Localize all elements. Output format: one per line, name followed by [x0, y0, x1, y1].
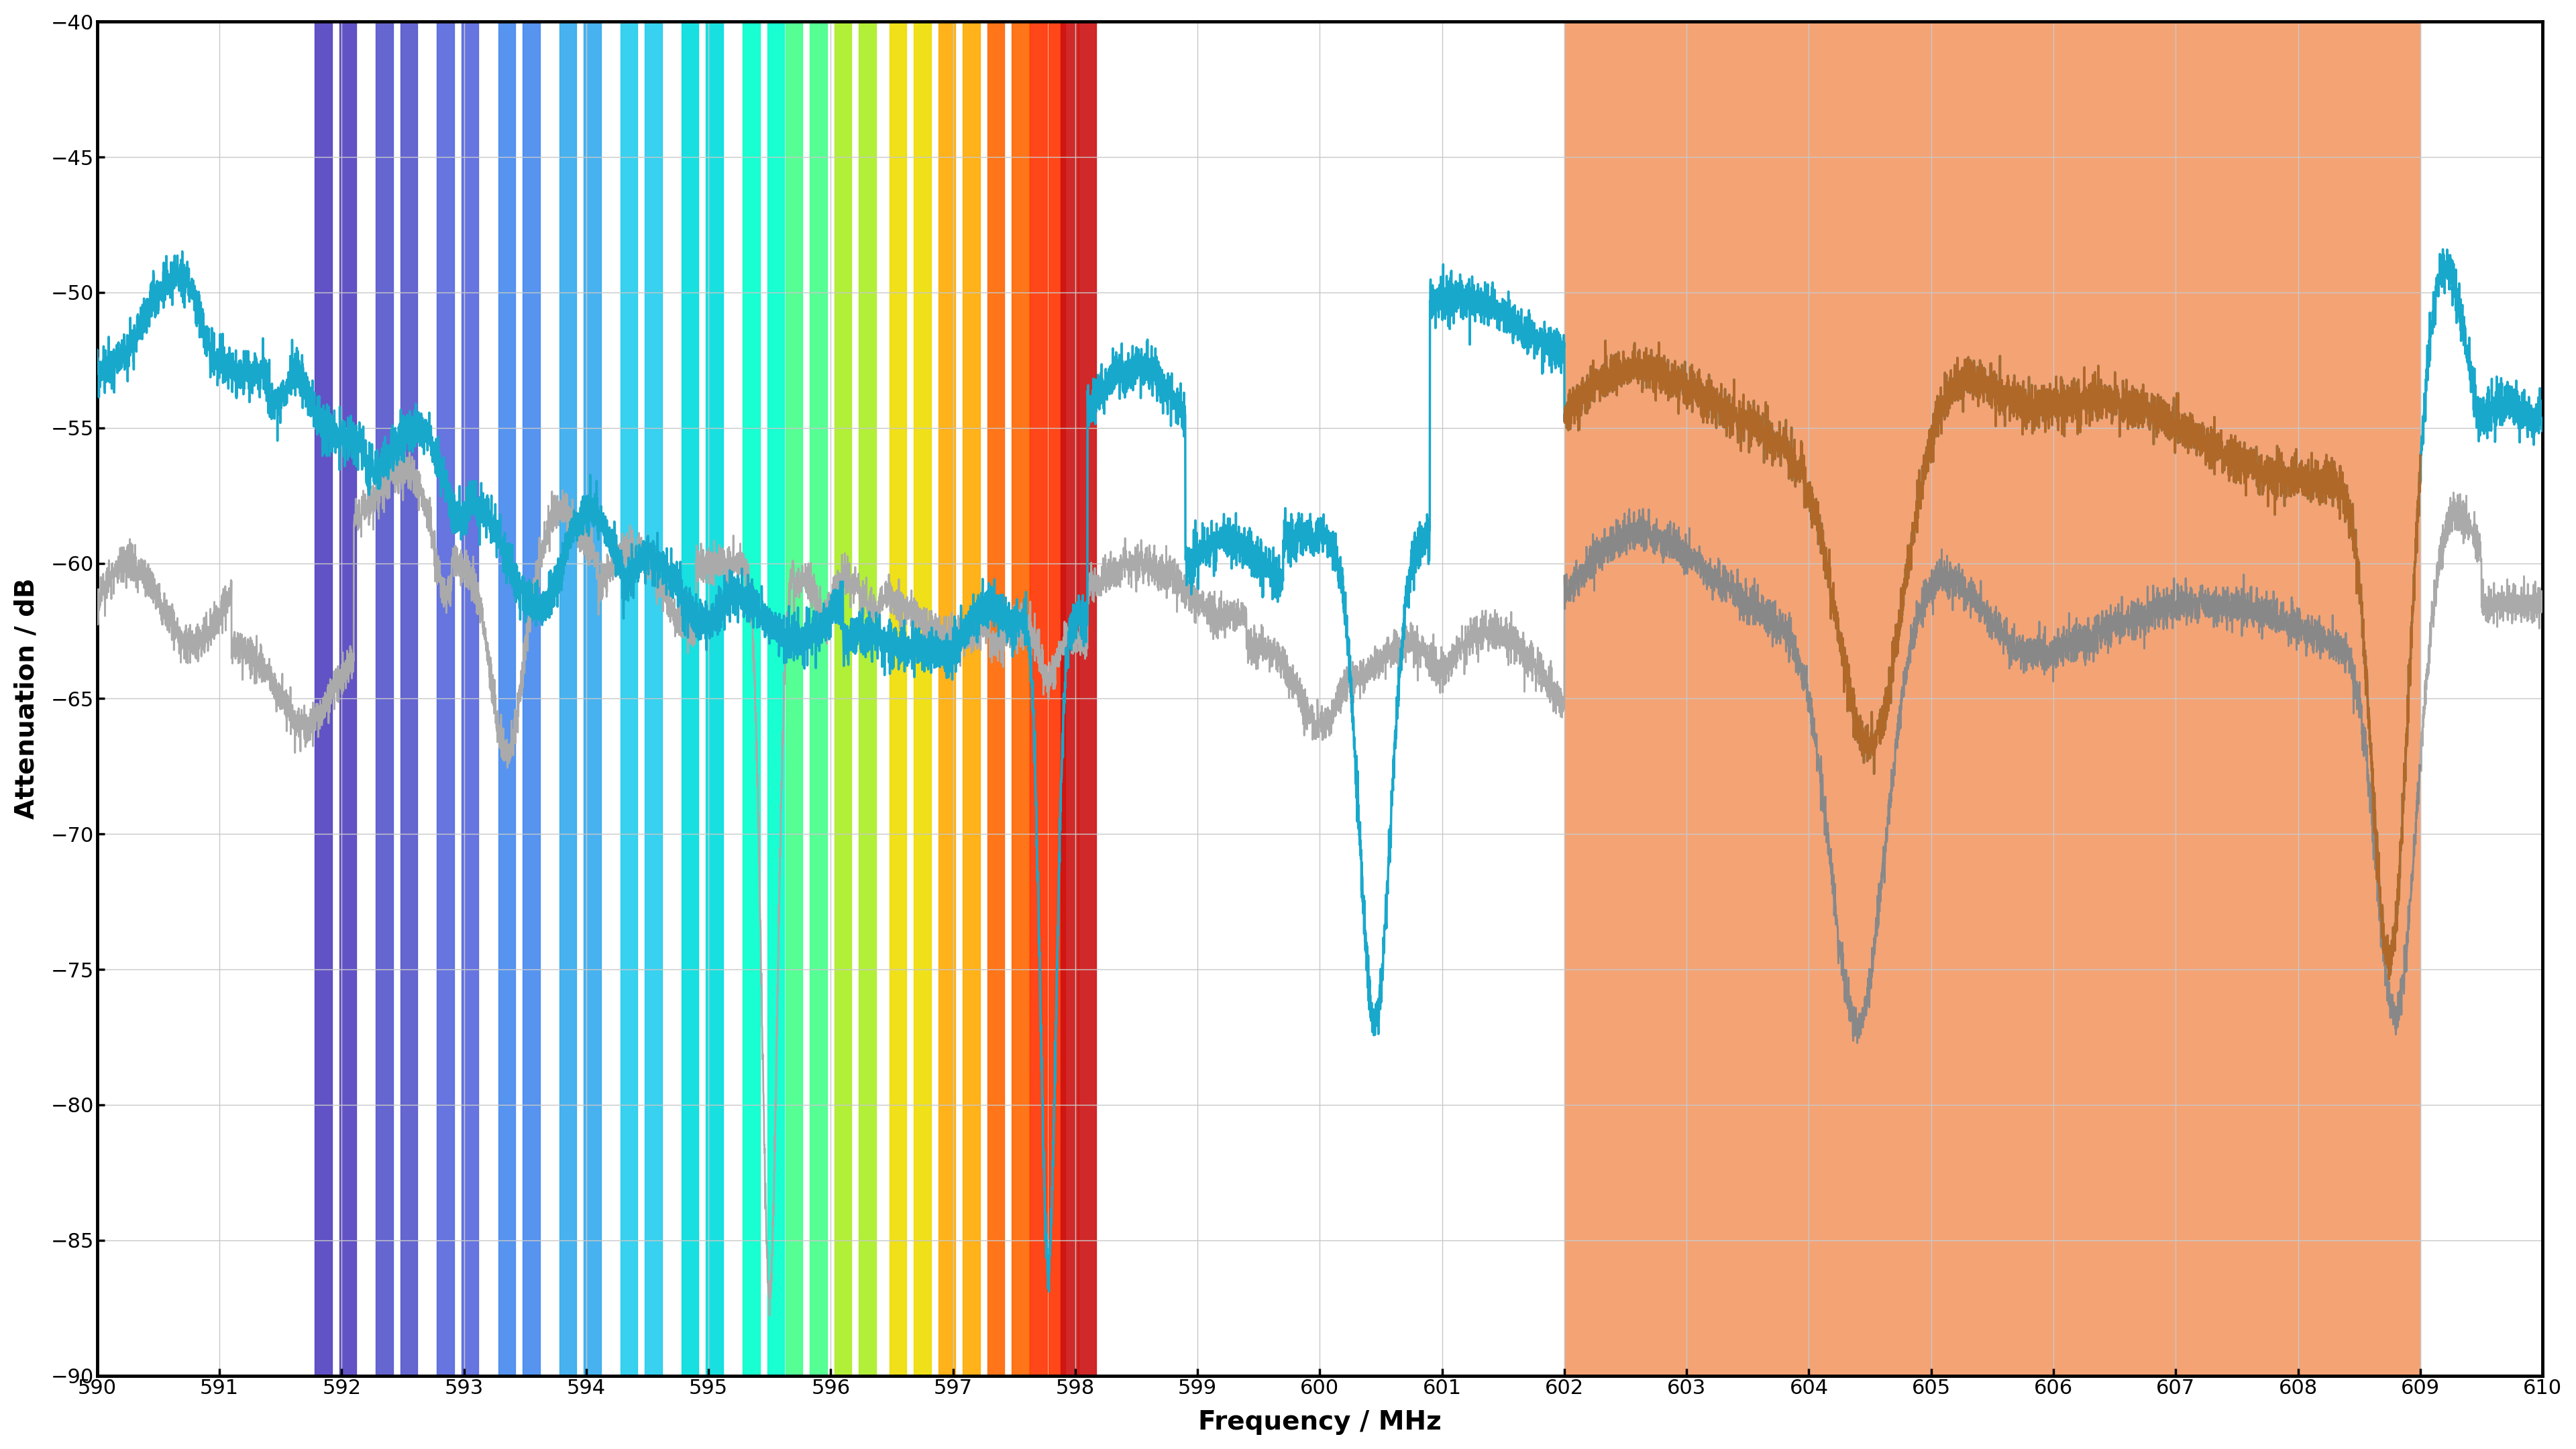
Bar — [559, 22, 577, 1375]
Bar — [523, 22, 541, 1375]
Bar — [987, 22, 1005, 1375]
Bar — [742, 22, 760, 1375]
Bar — [1030, 22, 1048, 1375]
Bar — [938, 22, 956, 1375]
Bar — [786, 22, 804, 1375]
Bar — [314, 22, 332, 1375]
Bar — [1564, 22, 2421, 1375]
Bar — [438, 22, 453, 1375]
Bar — [809, 22, 827, 1375]
Bar — [768, 22, 783, 1375]
Bar — [461, 22, 479, 1375]
Bar — [621, 22, 636, 1375]
Bar — [889, 22, 907, 1375]
Bar — [835, 22, 853, 1375]
Bar — [585, 22, 600, 1375]
Bar — [1048, 22, 1066, 1375]
Bar — [706, 22, 724, 1375]
Bar — [376, 22, 394, 1375]
Bar — [683, 22, 698, 1375]
Y-axis label: Attenuation / dB: Attenuation / dB — [13, 578, 39, 819]
Bar — [1012, 22, 1028, 1375]
Bar — [399, 22, 417, 1375]
Bar — [497, 22, 515, 1375]
Bar — [1079, 22, 1095, 1375]
Bar — [644, 22, 662, 1375]
X-axis label: Frequency / MHz: Frequency / MHz — [1198, 1410, 1443, 1435]
Bar — [1061, 22, 1077, 1375]
Bar — [858, 22, 876, 1375]
Bar — [340, 22, 355, 1375]
Bar — [914, 22, 930, 1375]
Bar — [963, 22, 979, 1375]
